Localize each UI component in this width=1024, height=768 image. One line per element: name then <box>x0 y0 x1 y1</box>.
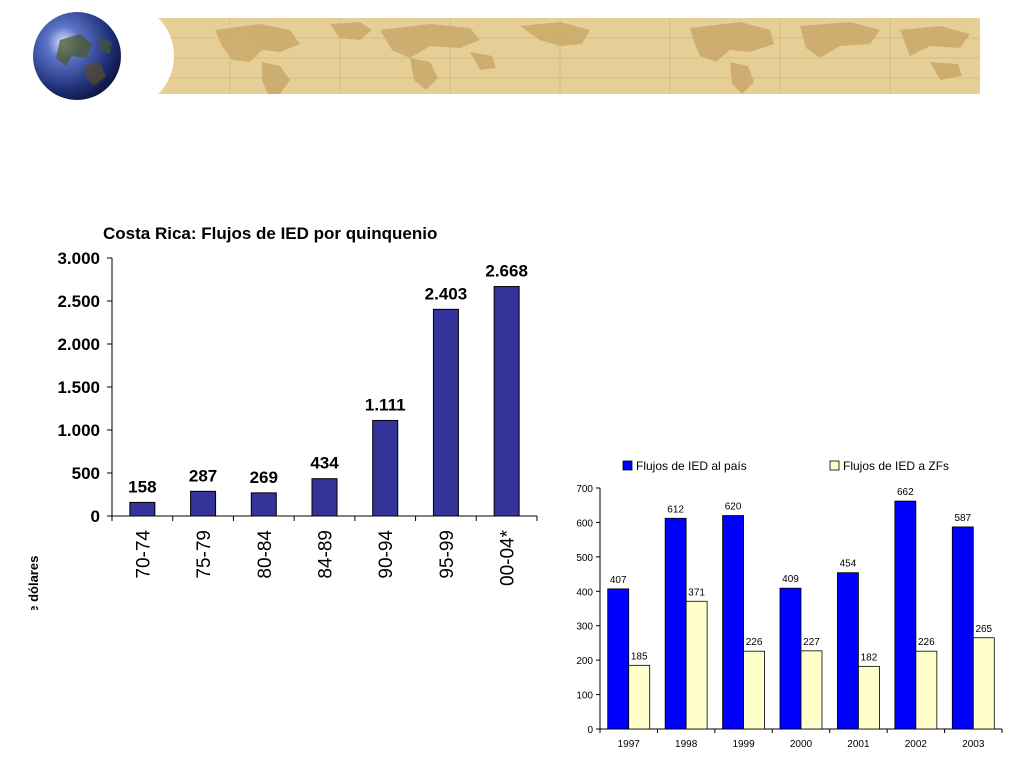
chart2-y-tick-label: 300 <box>576 622 593 633</box>
chart1-bar <box>432 308 459 517</box>
chart2-y-tick-label: 500 <box>576 553 593 564</box>
chart2-bar-series-1 <box>915 650 938 730</box>
chart2-data-label: 265 <box>975 624 992 635</box>
chart2-bar-series-1 <box>685 600 708 730</box>
chart1-bar <box>372 419 399 517</box>
chart2-bar-series-1 <box>628 664 651 730</box>
chart1-data-label: 2.668 <box>485 262 528 281</box>
chart2-x-tick-label: 2002 <box>905 739 928 750</box>
chart1-y-tick-label: 0 <box>91 507 100 526</box>
chart1-x-tick-label: 84-89 <box>316 530 337 579</box>
legend-label-pais: Flujos de IED al país <box>636 459 747 473</box>
chart-ied-quinquenio: Costa Rica: Flujos de IED por quinquenio… <box>26 224 538 610</box>
chart1-data-label: 2.403 <box>425 284 468 303</box>
chart2-data-label: 226 <box>746 637 763 648</box>
globe-icon <box>33 12 121 100</box>
chart2-x-tick-label: 2000 <box>790 739 813 750</box>
map-continents <box>215 22 970 94</box>
chart1-x-tick-label: 75-79 <box>194 530 215 579</box>
chart1-data-label: 1.111 <box>365 395 406 414</box>
chart1-x-tick-label: 80-84 <box>255 530 276 579</box>
chart2-bar-series-1 <box>743 650 765 730</box>
chart1-ylabel: Millones de dólares <box>26 556 41 610</box>
chart2-bar-series-1 <box>972 637 995 730</box>
chart2-y-tick-label: 0 <box>587 725 593 736</box>
chart2-data-label: 454 <box>840 559 857 570</box>
chart2-data-label: 182 <box>861 652 878 663</box>
chart1-y-tick-label: 500 <box>72 464 100 483</box>
chart-ied-anual: Flujos de IED al país Flujos de IED a ZF… <box>576 459 1003 750</box>
chart2-data-label: 407 <box>610 575 627 586</box>
chart2-data-label: 620 <box>725 502 742 513</box>
chart2-bar-series-1 <box>858 665 880 730</box>
legend-label-zfs: Flujos de IED a ZFs <box>843 459 949 473</box>
chart2-bar-series-0 <box>837 572 859 730</box>
chart2-y-tick-label: 200 <box>576 656 593 667</box>
chart2-x-tick-label: 1998 <box>675 739 698 750</box>
chart1-y-tick-label: 3.000 <box>57 249 100 268</box>
chart2-data-label: 185 <box>631 651 648 662</box>
chart2-data-label: 409 <box>782 574 799 585</box>
chart1-x-tick-label: 95-99 <box>437 530 458 579</box>
chart1-data-label: 434 <box>310 454 339 473</box>
chart2-legend: Flujos de IED al país Flujos de IED a ZF… <box>622 459 949 473</box>
chart1-data-label: 287 <box>189 466 217 485</box>
chart1-bar <box>311 478 338 517</box>
chart2-data-label: 587 <box>954 513 971 524</box>
chart2-y-tick-label: 700 <box>576 484 593 495</box>
chart2-bar-series-0 <box>894 500 917 730</box>
chart1-bar <box>129 501 156 517</box>
chart2-bar-series-0 <box>951 526 974 730</box>
chart1-y-tick-label: 2.000 <box>57 335 100 354</box>
chart2-y-tick-label: 600 <box>576 518 593 529</box>
chart2-x-tick-label: 2003 <box>962 739 985 750</box>
chart1-x-tick-label: 90-94 <box>376 530 397 579</box>
chart2-y-tick-label: 100 <box>576 691 593 702</box>
chart1-data-label: 269 <box>250 468 278 487</box>
chart2-bar-series-1 <box>800 650 823 730</box>
chart2-x-tick-label: 2001 <box>847 739 870 750</box>
chart1-plot-area: 0 500 1.000 1.500 2.000 2.500 3.000 158 70-74 287… <box>57 249 538 586</box>
chart1-y-tick-label: 2.500 <box>57 292 100 311</box>
chart1-y-tick-label: 1.500 <box>57 378 100 397</box>
chart1-title: Costa Rica: Flujos de IED por quinquenio <box>103 224 437 243</box>
chart2-x-tick-label: 1997 <box>618 739 641 750</box>
chart1-x-tick-label: 00-04* <box>498 529 519 586</box>
chart2-bar-series-0 <box>607 588 630 730</box>
chart2-data-label: 371 <box>688 587 705 598</box>
chart2-data-label: 662 <box>897 487 914 498</box>
chart2-data-label: 612 <box>667 504 684 515</box>
chart2-plot-area: 0 100 200 300 400 500 600 700 407 185 1997 612 371 19… <box>576 484 1003 750</box>
chart1-bar <box>250 492 277 517</box>
chart2-data-label: 227 <box>803 637 820 648</box>
chart2-data-label: 226 <box>918 637 935 648</box>
chart1-y-tick-label: 1.000 <box>57 421 100 440</box>
chart2-bar-series-0 <box>664 517 687 730</box>
legend-swatch-zfs <box>829 460 840 471</box>
chart1-bar <box>493 286 520 517</box>
chart2-bar-series-0 <box>722 515 744 730</box>
chart2-y-tick-label: 400 <box>576 587 593 598</box>
legend-swatch-pais <box>622 460 633 471</box>
chart2-x-tick-label: 1999 <box>732 739 755 750</box>
chart1-x-tick-label: 70-74 <box>133 530 154 579</box>
chart1-bar <box>190 490 217 517</box>
chart1-data-label: 158 <box>128 477 156 496</box>
world-map-banner <box>33 2 980 110</box>
chart2-bar-series-0 <box>779 587 802 730</box>
